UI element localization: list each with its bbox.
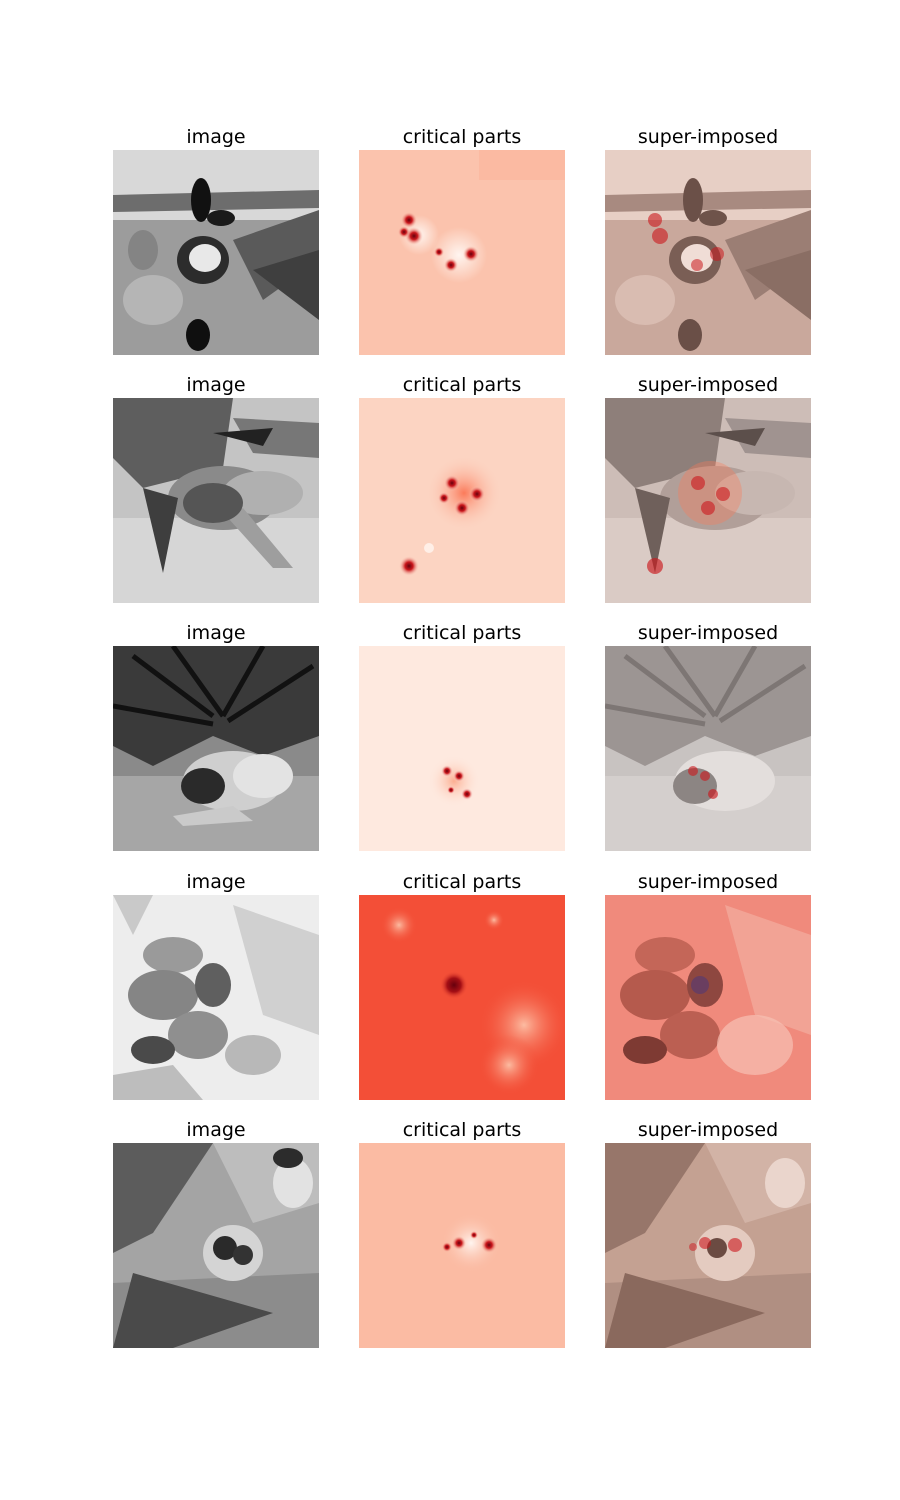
panel-title: super-imposed (637, 871, 779, 893)
overlay-photo (605, 895, 811, 1100)
panel-title: critical parts (402, 1119, 522, 1141)
panel-title: image (186, 126, 246, 148)
panel-title: super-imposed (637, 1119, 779, 1141)
heatmap (359, 1143, 565, 1348)
image-photo (113, 398, 319, 603)
overlay-photo (605, 398, 811, 603)
heatmap (359, 398, 565, 603)
panel-title: image (186, 871, 246, 893)
overlay-photo (605, 1143, 811, 1348)
overlay-photo (605, 646, 811, 851)
panel-title: image (186, 622, 246, 644)
heatmap (359, 646, 565, 851)
heatmap (359, 895, 565, 1100)
image-photo (113, 646, 319, 851)
panel-title: critical parts (402, 871, 522, 893)
panel-title: super-imposed (637, 374, 779, 396)
overlay-photo (605, 150, 811, 355)
image-photo (113, 895, 319, 1100)
panel-title: super-imposed (637, 622, 779, 644)
panel-title: image (186, 374, 246, 396)
heatmap (359, 150, 565, 355)
panel-title: super-imposed (637, 126, 779, 148)
panel-title: image (186, 1119, 246, 1141)
panel-title: critical parts (402, 622, 522, 644)
image-photo (113, 150, 319, 355)
panel-title: critical parts (402, 126, 522, 148)
image-photo (113, 1143, 319, 1348)
panel-title: critical parts (402, 374, 522, 396)
